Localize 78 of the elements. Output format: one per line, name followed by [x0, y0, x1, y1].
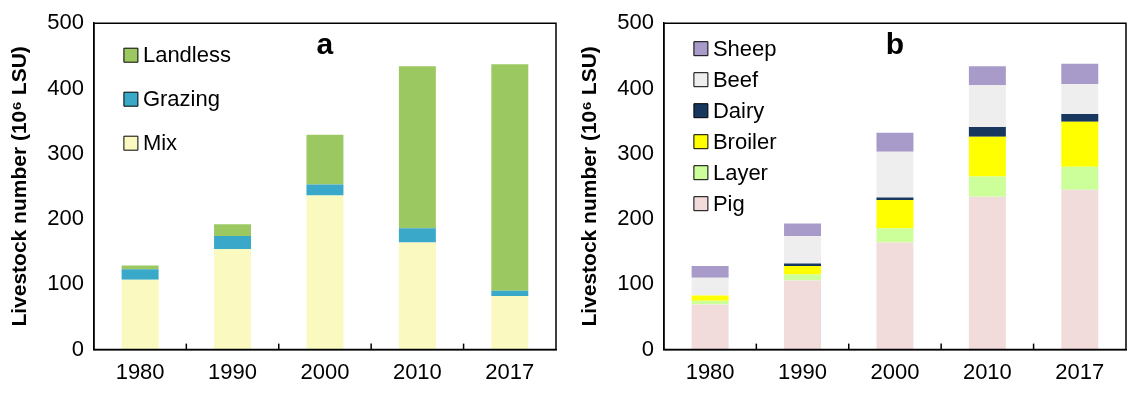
y-tick-label: 100 — [47, 270, 84, 296]
bar — [876, 200, 914, 229]
bar — [691, 295, 729, 301]
bar — [968, 127, 1006, 137]
bar — [1061, 121, 1099, 167]
bar — [968, 66, 1006, 86]
bar — [398, 242, 436, 350]
chart-title: b — [885, 27, 905, 61]
bar — [876, 151, 914, 198]
x-tick-label: 2010 — [392, 358, 442, 384]
bar — [1061, 189, 1099, 350]
x-tick-label: 2010 — [962, 358, 1012, 384]
y-tick-label: 0 — [71, 335, 84, 361]
y-tick-label: 400 — [617, 74, 654, 100]
bar — [214, 224, 252, 237]
bar — [1061, 63, 1099, 84]
legend-label: Landless — [142, 42, 231, 68]
bar — [784, 223, 822, 237]
y-tick-label: 300 — [47, 139, 84, 165]
y-tick-label: 100 — [617, 270, 654, 296]
y-tick-label: 500 — [617, 9, 654, 35]
y-axis-title: Livestock number (10⁶ LSU) — [7, 46, 31, 327]
bar — [398, 66, 436, 229]
bar — [121, 265, 159, 270]
y-tick-label: 500 — [47, 9, 84, 35]
bar — [121, 279, 159, 350]
y-tick-label: 0 — [641, 335, 654, 361]
x-tick-label: 2017 — [1055, 358, 1105, 384]
bar — [876, 132, 914, 152]
bar — [1061, 83, 1099, 114]
bar — [876, 242, 914, 350]
bar — [306, 134, 344, 185]
x-tick-label: 1980 — [685, 358, 735, 384]
bar — [214, 249, 252, 350]
bar — [1061, 113, 1099, 122]
legend-label: Pig — [712, 190, 745, 216]
x-tick-label: 2017 — [485, 358, 535, 384]
y-tick-label: 200 — [617, 205, 654, 231]
bar — [968, 85, 1006, 127]
bar — [968, 176, 1006, 197]
x-tick-label: 1980 — [115, 358, 165, 384]
bar — [1061, 166, 1099, 190]
bar — [691, 277, 729, 296]
bar — [784, 266, 822, 275]
x-tick-label: 1990 — [778, 358, 828, 384]
bar — [121, 269, 159, 280]
bar — [876, 197, 914, 201]
legend-label: Beef — [712, 66, 760, 92]
bar — [784, 236, 822, 264]
legend-label: Sheep — [712, 35, 777, 61]
bar — [491, 290, 529, 297]
bar — [214, 236, 252, 250]
bar — [876, 228, 914, 243]
x-tick-label: 2000 — [870, 358, 920, 384]
legend-label: Dairy — [712, 97, 765, 123]
bar — [491, 64, 529, 291]
legend-label: Broiler — [712, 128, 777, 154]
y-tick-label: 400 — [47, 74, 84, 100]
bar — [691, 266, 729, 278]
bar — [968, 136, 1006, 177]
bar — [306, 195, 344, 350]
bar — [784, 280, 822, 350]
bar — [691, 300, 729, 305]
bar — [691, 304, 729, 350]
x-tick-label: 2000 — [300, 358, 350, 384]
bar — [968, 196, 1006, 350]
y-tick-label: 200 — [47, 205, 84, 231]
bar — [784, 263, 822, 267]
bar — [491, 296, 529, 350]
legend-label: Grazing — [142, 86, 220, 112]
chart-title: a — [316, 27, 334, 61]
y-tick-label: 300 — [617, 139, 654, 165]
legend-label: Mix — [142, 130, 178, 156]
bar — [306, 184, 344, 196]
y-axis-title: Livestock number (10⁶ LSU) — [577, 46, 601, 327]
bar — [398, 228, 436, 243]
x-tick-label: 1990 — [208, 358, 258, 384]
legend-label: Layer — [712, 159, 768, 185]
